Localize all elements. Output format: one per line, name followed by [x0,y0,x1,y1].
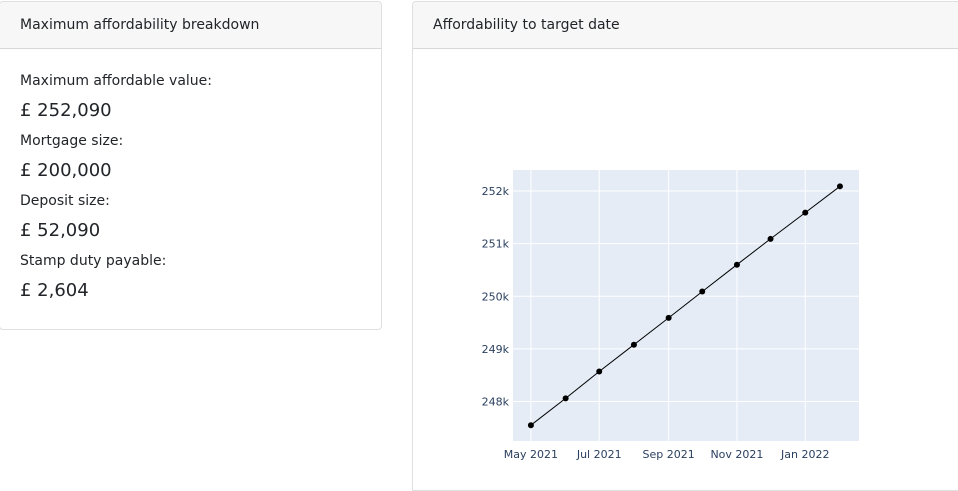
data-point [562,395,569,402]
y-tick-label: 250k [482,290,510,303]
affordability-breakdown-card: Maximum affordability breakdown Maximum … [0,1,382,330]
affordability-chart-card: Affordability to target date May 2021 Jul… [412,1,958,491]
data-point [699,288,706,295]
y-tick-label: 249k [482,343,510,356]
data-point [733,261,740,268]
x-tick-label: Sep 2021 [643,448,695,461]
max-affordable-value: £ 252,090 [20,100,112,121]
data-point [596,368,603,375]
stamp-duty-value: £ 2,604 [20,280,89,301]
y-tick-label: 248k [482,396,510,409]
deposit-size-label: Deposit size: [20,193,110,209]
series-line [530,185,841,426]
y-tick-label: 252k [482,185,510,198]
deposit-size-value: £ 52,090 [20,220,101,241]
data-point [767,235,774,242]
x-tick-label: Jul 2021 [576,448,622,461]
x-tick-label: May 2021 [504,448,558,461]
x-tick-label: Nov 2021 [710,448,763,461]
data-point [527,422,534,429]
chart-card-title: Affordability to target date [413,2,958,49]
mortgage-size-value: £ 200,000 [20,160,112,181]
data-point [802,209,809,216]
stamp-duty-label: Stamp duty payable: [20,253,167,269]
data-point [665,314,672,321]
data-point [836,183,843,190]
chart-area: May 2021 Jul 2021 Sep 2021 Nov 2021 Jan 2022… [413,49,958,487]
y-tick-label: 251k [482,238,510,251]
data-point [630,341,637,348]
max-affordable-value-label: Maximum affordable value: [20,73,212,89]
affordability-line-chart[interactable]: May 2021 Jul 2021 Sep 2021 Nov 2021 Jan 2022… [413,49,958,483]
x-tick-label: Jan 2022 [780,448,829,461]
mortgage-size-label: Mortgage size: [20,133,124,149]
breakdown-card-title: Maximum affordability breakdown [0,2,381,49]
